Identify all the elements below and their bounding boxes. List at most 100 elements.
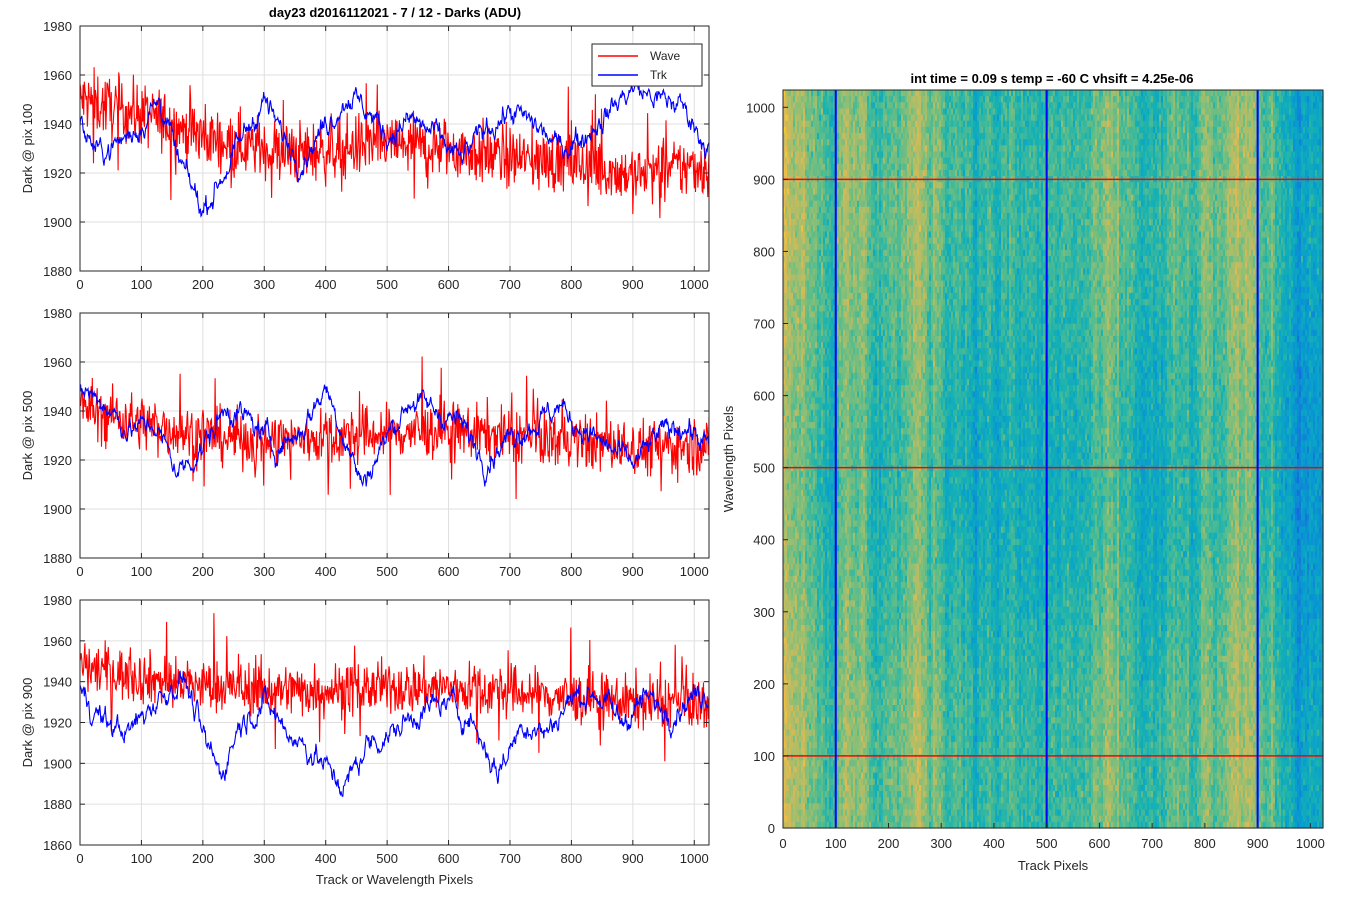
heatmap-cell <box>1279 102 1282 110</box>
heatmap-cell <box>1283 90 1286 97</box>
heatmap-cell <box>843 108 846 116</box>
heatmap-cell <box>823 126 826 134</box>
heatmap-cell <box>811 133 814 140</box>
heatmap-cell <box>1155 126 1158 134</box>
heatmap-cell <box>1101 120 1104 128</box>
heatmap-cell <box>1315 126 1318 134</box>
heatmap-cell <box>869 114 872 122</box>
heatmap-cell <box>1135 96 1138 103</box>
heatmap-cell <box>877 120 880 128</box>
heatmap-cell <box>829 139 832 146</box>
heatmap-cell <box>1305 120 1308 128</box>
heatmap-cell <box>907 133 910 140</box>
heatmap-cell <box>797 133 800 140</box>
heatmap-cell <box>837 108 840 116</box>
heatmap-cell <box>883 108 886 116</box>
y-tick-label: 1940 <box>43 404 72 419</box>
heatmap-cell <box>941 108 944 116</box>
heatmap-cell <box>1117 133 1120 140</box>
heatmap-cell <box>853 90 856 97</box>
heatmap-cell <box>1277 108 1280 116</box>
heatmap-cell <box>859 102 862 110</box>
heatmap-cell <box>831 126 834 134</box>
heatmap-cell <box>1145 126 1148 134</box>
heatmap-cell <box>983 96 986 103</box>
heatmap-cell <box>1179 114 1182 122</box>
heatmap-cell <box>1001 114 1004 122</box>
heatmap-cell <box>1097 102 1100 110</box>
heatmap-cell <box>1231 120 1234 128</box>
heatmap-cell <box>1303 120 1306 128</box>
heatmap-cell <box>851 90 854 97</box>
heatmap-cell <box>787 90 790 97</box>
heatmap-cell <box>905 102 908 110</box>
heatmap-cell <box>1209 90 1212 97</box>
series-line-trk <box>80 670 709 797</box>
heatmap-cell <box>971 126 974 134</box>
heatmap-cell <box>1067 102 1070 110</box>
heatmap-cell <box>1221 90 1224 97</box>
heatmap-cell <box>1271 126 1274 134</box>
heatmap-cell <box>1089 108 1092 116</box>
heatmap-cell <box>1069 139 1072 146</box>
heatmap-cell <box>891 114 894 122</box>
heatmap-cell <box>1019 139 1022 146</box>
heatmap-cell <box>797 139 800 146</box>
heatmap-cell <box>975 108 978 116</box>
heatmap-cell <box>1127 139 1130 146</box>
y-tick-label: 1920 <box>43 716 72 731</box>
heatmap-cell <box>1227 90 1230 97</box>
heatmap-cell <box>863 114 866 122</box>
heatmap-cell <box>989 90 992 97</box>
heatmap-cell <box>1065 114 1068 122</box>
heatmap-cell <box>1091 108 1094 116</box>
heatmap-cell <box>1091 139 1094 146</box>
heatmap-cell <box>905 108 908 116</box>
heatmap-cell <box>1031 133 1034 140</box>
heatmap-cell <box>1177 108 1180 116</box>
heatmap-cell <box>1255 96 1258 103</box>
heatmap-cell <box>965 108 968 116</box>
heatmap-cell <box>1233 120 1236 128</box>
heatmap-cell <box>977 114 980 122</box>
heatmap-cell <box>1037 126 1040 134</box>
heatmap-cell <box>887 102 890 110</box>
heatmap-cell <box>921 120 924 128</box>
heatmap-cell <box>933 120 936 128</box>
heatmap-cell <box>1003 96 1006 103</box>
heatmap-cell <box>843 102 846 110</box>
heatmap-cell <box>1085 126 1088 134</box>
heatmap-cell <box>1235 108 1238 116</box>
heatmap-cell <box>1285 102 1288 110</box>
heatmap-cell <box>1243 96 1246 103</box>
heatmap-cell <box>827 120 830 128</box>
heatmap-cell <box>1269 90 1272 97</box>
heatmap-cell <box>1237 126 1240 134</box>
heatmap-cell <box>1153 120 1156 128</box>
heatmap-cell <box>1089 139 1092 146</box>
heatmap-cell <box>1209 108 1212 116</box>
heatmap-cell <box>1251 126 1254 134</box>
heatmap-cell <box>1191 139 1194 146</box>
heatmap-cell <box>1187 90 1190 97</box>
heatmap-cell <box>1053 108 1056 116</box>
heatmap-cell <box>939 96 942 103</box>
heatmap-cell <box>1039 90 1042 97</box>
heatmap-cell <box>1091 120 1094 128</box>
heatmap-cell <box>787 126 790 134</box>
heatmap-cell <box>795 126 798 134</box>
heatmap-cell <box>945 90 948 97</box>
heatmap-cell <box>1205 96 1208 103</box>
heatmap-cell <box>879 139 882 146</box>
heatmap-cell <box>1017 96 1020 103</box>
heatmap-cell <box>1149 114 1152 122</box>
heatmap-cell <box>1277 114 1280 122</box>
heatmap-cell <box>867 139 870 146</box>
heatmap-cell <box>1095 133 1098 140</box>
heatmap-cell <box>1179 90 1182 97</box>
heatmap-cell <box>945 102 948 110</box>
heatmap-cell <box>1225 139 1228 146</box>
heatmap-cell <box>1107 126 1110 134</box>
heatmap-cell <box>951 96 954 103</box>
heatmap-cell <box>1267 114 1270 122</box>
